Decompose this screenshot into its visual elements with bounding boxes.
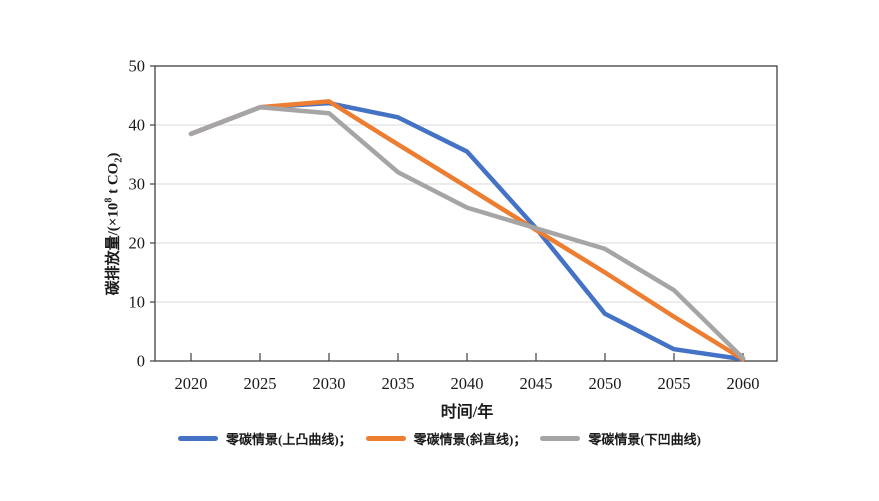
legend-label-straight-line: 零碳情景(斜直线)； [413,432,527,447]
y-tick-label: 10 [129,293,146,312]
series-lines [188,99,746,362]
legend-item-straight-line: 零碳情景(斜直线)； [365,429,527,448]
y-axis-title: 碳排放量/(×108 t CO2) [102,153,125,296]
legend-swatch-blue-line [177,436,218,441]
x-tick-label: 2020 [175,374,208,393]
x-tick-label: 2035 [382,374,415,393]
x-tick-label: 2030 [313,374,346,393]
axis-ticks [150,65,744,362]
y-axis-title-superscript: 8 [103,197,115,203]
series-line-1 [188,99,746,362]
x-tick-labels: 2020 2025 2030 2035 2040 2045 2050 2055 2060 [175,374,760,393]
legend-item-upper-convex: 零碳情景(上凸曲线)； [177,429,352,448]
y-tick-label: 40 [129,116,146,135]
legend-label-upper-convex: 零碳情景(上凸曲线)； [225,432,352,447]
legend-swatch-gray-line [540,436,581,441]
y-axis-title-mid: t CO [105,162,122,198]
y-tick-label: 30 [129,175,146,194]
plot-border [154,65,778,362]
legend-label-lower-concave: 零碳情景(下凹曲线) [588,432,701,447]
x-tick-label: 2025 [244,374,277,393]
x-tick-label: 2060 [727,374,760,393]
legend-swatch-orange-line [365,436,406,441]
x-tick-label: 2045 [520,374,553,393]
legend-item-lower-concave: 零碳情景(下凹曲线) [540,429,701,448]
series-line-0 [188,100,746,362]
y-axis-title-subscript: 2 [113,157,125,163]
y-tick-label: 50 [129,57,146,76]
y-tick-label: 20 [129,234,146,253]
x-tick-label: 2055 [658,374,691,393]
y-tick-labels: 0 10 20 30 40 50 [129,57,146,371]
y-axis-title-suffix: ) [105,152,122,158]
x-axis-title: 时间/年 [440,404,494,421]
chart-legend: 零碳情景(上凸曲线)； 零碳情景(斜直线)； 零碳情景(下凹曲线) [0,429,879,448]
y-axis-title-prefix: 碳排放量/(×10 [105,202,122,296]
x-tick-label: 2050 [589,374,622,393]
x-tick-label: 2040 [451,374,484,393]
series-line-2 [188,105,746,361]
y-tick-label: 0 [137,352,145,371]
